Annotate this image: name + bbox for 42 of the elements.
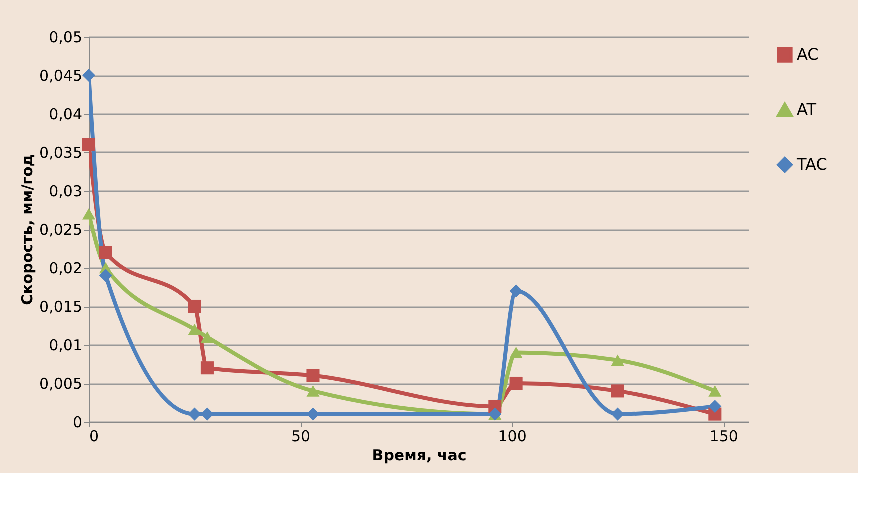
legend-label: AT — [797, 100, 817, 119]
point — [306, 408, 320, 421]
point — [82, 138, 96, 152]
point — [510, 376, 523, 390]
x-tick-label: 50 — [291, 428, 311, 446]
y-tick-label: 0,015 — [40, 298, 82, 316]
y-tick-label: 0,025 — [40, 221, 82, 239]
point — [188, 408, 202, 421]
point — [188, 300, 202, 314]
x-tick-label: 150 — [710, 428, 738, 446]
point — [611, 354, 624, 366]
point — [200, 408, 214, 421]
y-tick-label: 0,04 — [49, 106, 82, 124]
x-axis-title: Время, час — [372, 446, 467, 464]
y-tick-label: 0,03 — [49, 182, 82, 200]
legend-label: AC — [797, 45, 819, 64]
point — [708, 400, 722, 414]
point — [510, 347, 523, 358]
point — [306, 386, 320, 397]
y-axis-title: Скорость, мм/год — [18, 154, 37, 306]
point — [510, 284, 523, 298]
point — [188, 324, 202, 336]
legend-label: TAC — [796, 155, 828, 174]
point — [611, 408, 624, 421]
point — [99, 269, 112, 282]
point — [82, 68, 96, 82]
x-tick-label: 100 — [498, 428, 527, 446]
y-tick-label: 0 — [72, 414, 82, 432]
point — [200, 362, 214, 375]
point — [82, 208, 96, 220]
point — [708, 386, 722, 397]
x-tick-label: 0 — [90, 428, 100, 446]
y-tick-label: 0,035 — [40, 144, 82, 162]
y-tick-label: 0,005 — [40, 375, 82, 393]
y-tick-label: 0,045 — [40, 67, 82, 85]
y-tick-label: 0,02 — [49, 260, 82, 278]
y-tick-label: 0,01 — [49, 336, 82, 354]
point — [200, 332, 214, 343]
point — [306, 369, 320, 382]
point — [99, 246, 112, 260]
y-tick-label: 0,05 — [49, 28, 82, 46]
point — [611, 384, 624, 398]
